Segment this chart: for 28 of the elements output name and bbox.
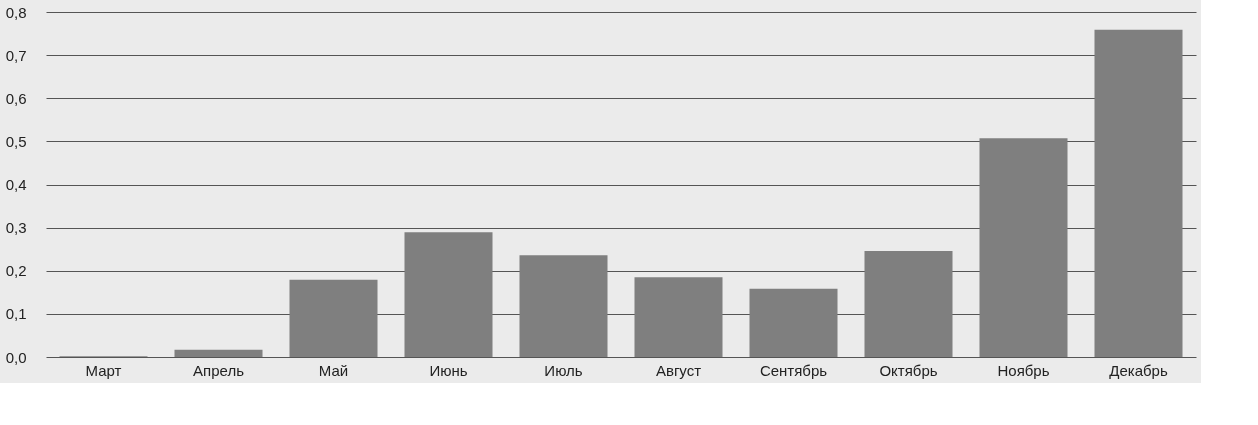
y-tick-label: 0,0 xyxy=(5,348,27,366)
y-tick-label: 0,2 xyxy=(5,262,27,280)
y-tick-label: 0,1 xyxy=(5,305,27,323)
bar xyxy=(289,279,378,357)
x-tick-label: Сентябрь xyxy=(759,361,828,379)
bar xyxy=(404,232,493,357)
bar xyxy=(864,250,953,357)
x-tick-label: Июнь xyxy=(429,361,468,379)
y-tick-label: 0,7 xyxy=(5,46,27,64)
x-tick-label: Декабрь xyxy=(1109,361,1168,379)
bar xyxy=(634,277,723,357)
x-tick-label: Май xyxy=(318,361,349,379)
bar xyxy=(519,255,608,357)
x-tick-label: Март xyxy=(85,361,122,379)
y-tick-label: 0,5 xyxy=(5,132,27,150)
bar xyxy=(174,349,263,357)
x-tick-label: Апрель xyxy=(193,361,245,379)
x-tick-label: Ноябрь xyxy=(997,361,1050,379)
y-tick-label: 0,6 xyxy=(5,89,27,107)
bar xyxy=(1094,29,1183,357)
x-tick-label: Октябрь xyxy=(879,361,938,379)
bar xyxy=(749,288,838,357)
x-tick-label: Август xyxy=(655,361,702,379)
y-tick-label: 0,3 xyxy=(5,219,27,237)
x-tick-label: Июль xyxy=(544,361,583,379)
bar xyxy=(979,138,1068,357)
y-tick-label: 0,4 xyxy=(5,176,27,193)
y-tick-label: 0,8 xyxy=(5,3,27,21)
